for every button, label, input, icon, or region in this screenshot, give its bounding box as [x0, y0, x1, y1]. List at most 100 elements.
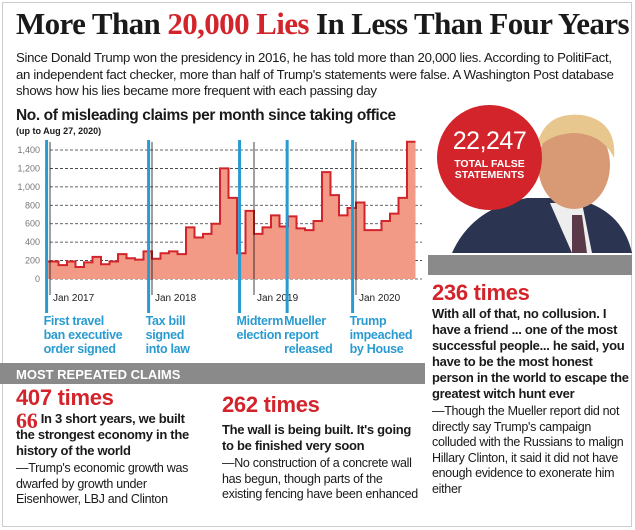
- x-tick-label: Jan 2019: [257, 293, 299, 304]
- claim-fact-check: —No construction of a concrete wall has …: [222, 456, 418, 501]
- total-false-statements-badge: 22,247 TOTAL FALSE STATEMENTS: [437, 105, 542, 210]
- data-point: [263, 226, 272, 228]
- y-tick-label: 400: [25, 237, 40, 247]
- headline-part: In Less Than Four Years: [308, 6, 630, 41]
- data-point: [305, 229, 314, 231]
- area-fill: [47, 141, 416, 279]
- y-tick-label: 0: [35, 274, 40, 284]
- claim-fact-check: —Though the Mueller report did not direc…: [432, 404, 624, 496]
- badge-label: TOTAL FALSE: [454, 158, 525, 170]
- data-point: [161, 252, 170, 254]
- headline-part: More Than: [16, 6, 168, 41]
- data-point: [135, 259, 144, 261]
- quote-mark-icon: 66: [16, 408, 38, 433]
- data-point: [203, 233, 212, 235]
- data-point: [118, 253, 127, 255]
- data-point: [93, 256, 102, 258]
- data-point: [152, 258, 161, 260]
- event-label-line: Tax bill: [145, 314, 186, 328]
- y-tick-label: 1,400: [17, 145, 40, 155]
- y-tick-label: 800: [25, 200, 40, 210]
- data-point: [110, 260, 119, 262]
- x-tick-label: Jan 2020: [359, 293, 401, 304]
- event-label-line: First travel: [43, 314, 105, 328]
- event-label-line: signed: [145, 328, 185, 342]
- headline: More Than 20,000 Lies In Less Than Four …: [16, 6, 630, 42]
- claim-card: 236 times With all of that, no collusion…: [432, 280, 632, 497]
- data-point: [47, 260, 56, 262]
- divider-bar: [428, 255, 632, 275]
- data-point: [322, 171, 331, 173]
- badge-number: 22,247: [452, 127, 527, 155]
- claim-count: 407 times: [16, 385, 114, 410]
- portrait-illustration: [452, 114, 632, 253]
- event-label-line: Mueller: [284, 314, 326, 328]
- event-label: Mueller report released: [284, 314, 333, 356]
- data-point: [186, 226, 195, 228]
- data-point: [67, 260, 76, 262]
- event-label-line: impeached: [349, 328, 413, 342]
- claim-quote: With all of that, no collusion. I have a…: [432, 306, 629, 401]
- data-point: [229, 197, 238, 199]
- data-point: [356, 202, 365, 204]
- event-label-line: by House: [349, 342, 404, 356]
- data-point: [297, 227, 306, 229]
- claim-card: 262 times The wall is being built. It's …: [222, 392, 422, 503]
- event-label: First travel ban executive order signed: [44, 314, 123, 356]
- claim-count: 236 times: [432, 280, 530, 305]
- data-point: [59, 264, 68, 266]
- data-point: [331, 194, 340, 196]
- section-label: MOST REPEATED CLAIMS: [0, 363, 425, 384]
- data-point: [373, 229, 382, 231]
- claim-card: 407 times 66 In 3 short years, we built …: [16, 385, 206, 508]
- x-tick-label: Jan 2017: [53, 293, 95, 304]
- chart-subtitle: (up to Aug 27, 2020): [16, 126, 102, 136]
- event-label-line: released: [284, 342, 333, 356]
- event-label-line: election: [236, 328, 282, 342]
- claim-quote: In 3 short years, we built the strongest…: [16, 411, 189, 458]
- data-point: [195, 237, 204, 239]
- data-point: [246, 210, 255, 212]
- data-point: [288, 215, 297, 217]
- data-point: [339, 214, 348, 216]
- event-label-line: Trump: [349, 314, 387, 328]
- data-point: [169, 250, 178, 252]
- headline-highlight: 20,000 Lies: [167, 6, 309, 41]
- data-point: [254, 233, 263, 235]
- event-label-line: order signed: [43, 342, 116, 356]
- y-tick-label: 1,200: [17, 163, 40, 173]
- event-label: Tax bill signed into law: [146, 314, 190, 356]
- intro-text: Since Donald Trump won the presidency in…: [16, 50, 614, 98]
- series-line: [47, 140, 416, 269]
- data-point: [407, 141, 416, 143]
- event-label: Trump impeached by House: [350, 314, 413, 356]
- claims-chart: 0 200 400 600 800 1,000 1,200 1,400 Jan 2017 Jan …: [17, 140, 422, 313]
- trump-photo: [432, 103, 632, 253]
- y-tick-label: 200: [25, 256, 40, 266]
- data-point: [127, 257, 136, 259]
- event-label-line: Midterm: [236, 314, 284, 328]
- data-point: [101, 263, 110, 265]
- event-label-line: ban executive: [43, 328, 123, 342]
- chart-title: No. of misleading claims per month since…: [16, 107, 396, 124]
- y-tick-label: 1,000: [17, 182, 40, 192]
- data-point: [390, 213, 399, 215]
- data-point: [84, 261, 93, 263]
- data-point: [365, 229, 374, 231]
- data-point: [220, 167, 229, 169]
- data-point: [178, 253, 187, 255]
- data-point: [76, 266, 85, 268]
- event-label-line: report: [284, 328, 319, 342]
- event-label-line: into law: [145, 342, 190, 356]
- y-tick-label: 600: [25, 219, 40, 229]
- data-point: [271, 214, 280, 216]
- data-point: [399, 197, 408, 199]
- data-point: [382, 220, 391, 222]
- badge-label: STATEMENTS: [454, 169, 525, 181]
- data-point: [212, 223, 221, 225]
- claim-quote: The wall is being built. It's going to b…: [222, 422, 412, 453]
- data-point: [314, 220, 323, 222]
- claim-fact-check: —Trump's economic growth was dwarfed by …: [16, 461, 189, 506]
- x-tick-label: Jan 2018: [155, 293, 197, 304]
- event-label: Midterm election: [237, 314, 284, 342]
